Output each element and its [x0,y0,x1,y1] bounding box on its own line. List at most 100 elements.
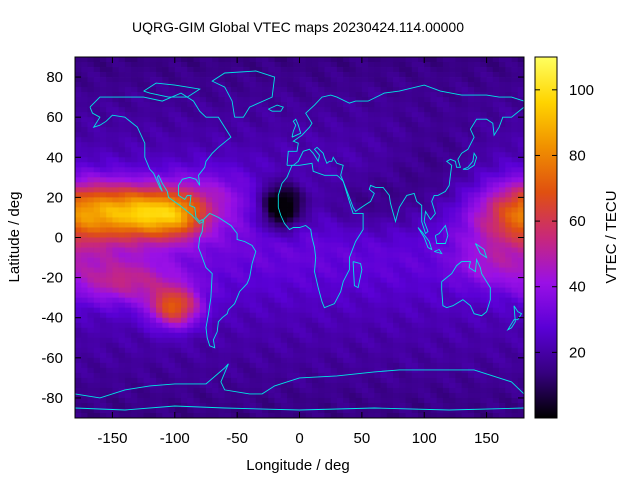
heatmap-cell [368,272,375,279]
heatmap-cell [343,67,350,73]
heatmap-cell [99,62,107,68]
heatmap-cell [87,72,95,78]
heatmap-cell [268,207,275,213]
heatmap-cell [168,312,176,319]
heatmap-cell [486,217,494,223]
heatmap-cell [349,212,357,218]
heatmap-cell [305,392,313,399]
heatmap-cell [181,142,188,148]
heatmap-cell [118,342,126,349]
heatmap-cell [149,57,157,63]
heatmap-cell [343,317,350,324]
heatmap-cell [112,207,120,213]
heatmap-cell [349,102,357,108]
heatmap-cell [299,62,307,68]
heatmap-cell [131,312,138,319]
heatmap-cell [143,252,151,258]
heatmap-cell [224,402,232,409]
heatmap-cell [430,302,438,309]
heatmap-cell [255,262,263,268]
heatmap-cell [492,192,500,198]
heatmap-cell [467,247,475,253]
heatmap-cell [299,347,307,354]
heatmap-cell [374,332,381,339]
heatmap-cell [467,287,475,294]
heatmap-cell [311,172,319,178]
heatmap-cell [99,237,107,243]
heatmap-cell [181,207,188,213]
heatmap-cell [106,167,113,173]
heatmap-cell [474,72,481,78]
heatmap-cell [212,212,219,218]
heatmap-cell [368,77,375,83]
heatmap-cell [374,257,381,263]
heatmap-cell [224,117,232,123]
heatmap-cell [274,207,282,213]
heatmap-cell [99,327,107,334]
heatmap-cell [343,332,350,339]
heatmap-cell [124,77,132,83]
heatmap-cell [349,147,357,153]
heatmap-cell [417,137,425,143]
heatmap-cell [336,222,344,228]
heatmap-cell [411,337,419,344]
heatmap-cell [168,247,176,253]
heatmap-cell [293,192,300,198]
heatmap-cell [156,222,163,228]
heatmap-cell [75,327,82,334]
heatmap-cell [336,327,344,334]
heatmap-cell [106,327,113,334]
heatmap-cell [474,352,481,359]
heatmap-cell [287,202,294,208]
heatmap-cell [480,117,487,123]
heatmap-cell [181,82,188,88]
heatmap-cell [442,72,450,78]
heatmap-cell [430,237,438,243]
heatmap-cell [168,322,176,329]
heatmap-cell [205,72,213,78]
heatmap-cell [330,107,338,113]
heatmap-cell [131,117,138,123]
heatmap-cell [368,282,375,289]
heatmap-cell [131,302,138,309]
heatmap-cell [355,312,363,319]
heatmap-cell [324,157,332,163]
heatmap-cell [430,162,438,168]
heatmap-cell [274,287,282,294]
heatmap-cell [361,237,369,243]
heatmap-cell [449,97,456,103]
heatmap-cell [187,222,194,228]
heatmap-cell [280,182,288,188]
heatmap-cell [230,232,238,238]
heatmap-cell [187,132,194,138]
heatmap-cell [187,367,194,374]
heatmap-cell [442,127,450,133]
heatmap-cell [368,132,375,138]
heatmap-cell [480,397,487,404]
heatmap-cell [461,392,469,399]
heatmap-cell [181,302,188,309]
heatmap-cell [305,212,313,218]
heatmap-cell [87,337,95,344]
heatmap-cell [343,217,350,223]
heatmap-cell [224,297,232,304]
heatmap-cell [187,287,194,294]
heatmap-cell [118,242,126,248]
heatmap-cell [430,217,438,223]
heatmap-cell [343,357,350,364]
heatmap-cell [380,387,388,394]
heatmap-cell [411,62,419,68]
heatmap-cell [436,332,444,339]
heatmap-cell [193,157,201,163]
heatmap-cell [149,307,157,314]
heatmap-cell [492,317,500,324]
heatmap-cell [99,392,107,399]
heatmap-cell [467,362,475,369]
heatmap-cell [224,282,232,289]
heatmap-cell [287,337,294,344]
heatmap-cell [181,117,188,123]
heatmap-cell [330,97,338,103]
heatmap-cell [467,162,475,168]
heatmap-cell [149,327,157,334]
heatmap-cell [280,332,288,339]
